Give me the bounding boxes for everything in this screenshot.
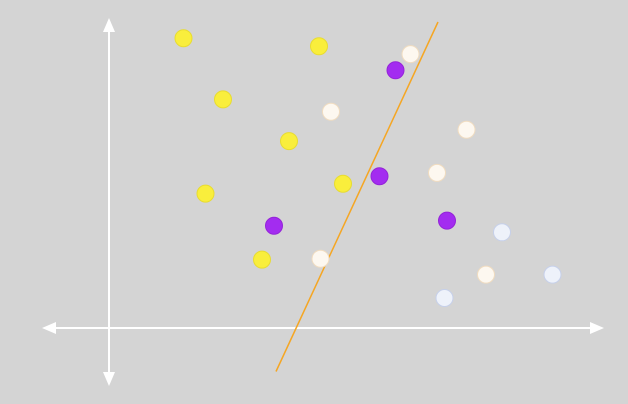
- data-point-series-3-1: [401, 45, 420, 64]
- data-point-series-1-1: [174, 29, 193, 48]
- x-axis-right-arrow: [590, 322, 604, 334]
- data-point-series-3-2: [322, 102, 340, 121]
- data-point-series-1-2: [214, 90, 232, 109]
- data-point-series-3-6: [477, 265, 495, 284]
- data-point-series-4-3: [543, 265, 562, 284]
- data-point-series-1-6: [334, 174, 352, 193]
- separator-line: [275, 21, 439, 372]
- data-point-series-1-7: [253, 250, 271, 269]
- data-point-series-3-4: [428, 163, 446, 182]
- axes: [42, 18, 604, 386]
- data-point-series-2-4: [438, 211, 456, 230]
- data-point-series-3-5: [311, 249, 330, 268]
- x-axis-left-arrow: [42, 322, 56, 334]
- y-axis-bottom-arrow: [103, 372, 115, 386]
- data-point-series-2-3: [265, 216, 283, 235]
- data-point-series-1-5: [310, 37, 328, 56]
- data-point-series-3-3: [457, 120, 476, 139]
- data-point-series-1-3: [196, 184, 215, 203]
- data-point-series-4-2: [435, 289, 454, 307]
- data-point-series-2-1: [386, 61, 405, 80]
- data-point-series-2-2: [370, 167, 389, 186]
- data-point-series-4-1: [493, 223, 511, 242]
- y-axis-top-arrow: [103, 18, 115, 32]
- data-point-series-1-4: [280, 132, 298, 151]
